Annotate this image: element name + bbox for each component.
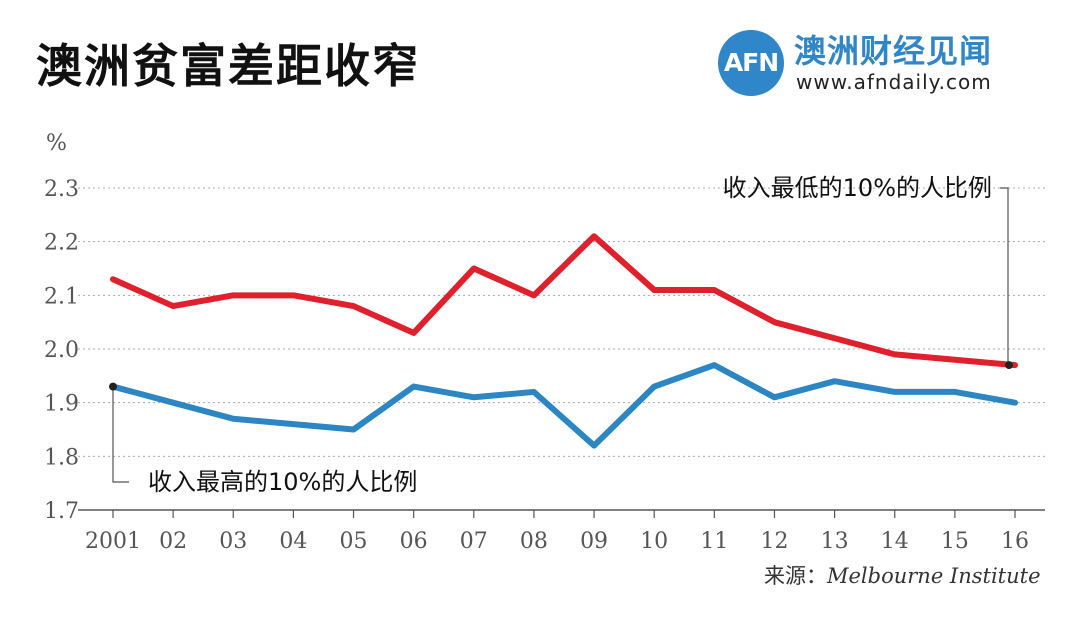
chart-title: 澳洲贫富差距收窄: [36, 39, 420, 93]
x-tick-label: 2001: [85, 529, 141, 554]
afn-logo-name: 澳洲财经见闻: [794, 32, 993, 70]
y-axis-ticks: 1.7 1.8 1.9 2.0 2.1 2.2 2.3: [44, 177, 79, 524]
y-axis-unit: %: [46, 131, 67, 156]
annotation-leader-lowest: [1000, 187, 1009, 366]
x-tick-label: 16: [1001, 529, 1029, 554]
x-tick-label: 07: [460, 529, 488, 554]
afn-logo: AFN 澳洲财经见闻 www.afndaily.com: [718, 26, 1058, 106]
x-tick-label: 11: [700, 529, 728, 554]
source-name: Melbourne Institute: [827, 564, 1041, 588]
x-tick-label: 06: [400, 529, 428, 554]
grid-lines: [78, 187, 1045, 511]
annotation-lowest-10pct: 收入最低的10%的人比例: [723, 174, 992, 202]
x-tick-label: 14: [881, 529, 909, 554]
annotation-leader-highest: [112, 386, 129, 483]
y-tick-label: 2.1: [44, 284, 79, 309]
annotation-marker-highest: [109, 382, 117, 391]
y-tick-label: 1.8: [44, 445, 79, 470]
x-tick-label: 02: [159, 529, 187, 554]
x-tick-label: 05: [340, 529, 368, 554]
x-axis-ticks: 2001 02 03 04 05 06 07 08 09 10 11 12 13 14 15 16: [85, 510, 1029, 554]
y-tick-label: 2.2: [44, 231, 79, 256]
series-line-highest-10pct: [110, 362, 1018, 449]
x-tick-label: 04: [279, 529, 307, 554]
source-note: 来源：Melbourne Institute: [764, 560, 1041, 590]
y-tick-label: 2.3: [44, 177, 79, 202]
x-tick-label: 10: [640, 529, 668, 554]
annotation-highest-10pct: 收入最高的10%的人比例: [148, 468, 417, 496]
y-tick-label: 1.7: [44, 499, 79, 524]
y-tick-label: 2.0: [44, 338, 79, 363]
x-tick-label: 09: [580, 529, 608, 554]
annotation-marker-lowest: [1005, 361, 1013, 370]
x-tick-label: 13: [821, 529, 849, 554]
x-tick-label: 12: [760, 529, 788, 554]
x-tick-label: 03: [219, 529, 247, 554]
afn-logo-url: www.afndaily.com: [796, 70, 992, 94]
x-tick-label: 08: [520, 529, 548, 554]
y-tick-label: 1.9: [44, 392, 79, 417]
afn-logo-mark: AFN: [718, 30, 784, 96]
series-group: [110, 233, 1018, 449]
x-tick-label: 15: [941, 529, 969, 554]
source-label: 来源：: [764, 564, 827, 588]
series-line-lowest-10pct: [110, 233, 1018, 369]
